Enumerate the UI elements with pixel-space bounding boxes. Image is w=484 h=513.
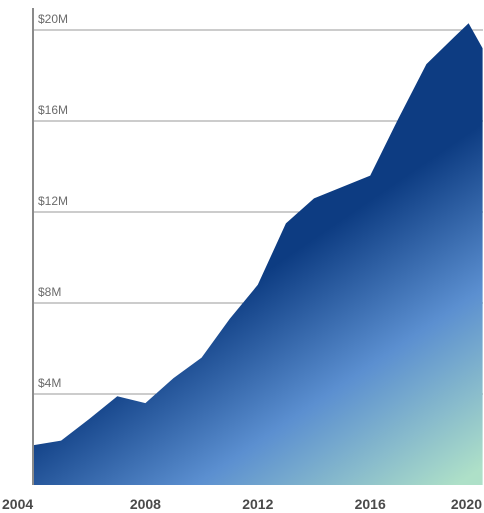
y-tick-label: $12M (38, 194, 68, 208)
x-tick-label: 2016 (355, 496, 386, 512)
y-tick-label: $20M (38, 12, 68, 26)
x-tick-label: 2008 (130, 496, 161, 512)
y-tick-label: $16M (38, 103, 68, 117)
y-tick-label: $4M (38, 376, 61, 390)
x-tick-label: 2020 (451, 496, 482, 512)
x-tick-label: 2004 (2, 496, 33, 512)
x-tick-labels: 2004 2008 2012 2016 2020 (2, 496, 482, 512)
x-tick-label: 2012 (242, 496, 273, 512)
y-tick-labels: $4M $8M $12M $16M $20M (38, 12, 68, 390)
series-area (33, 23, 483, 485)
y-tick-label: $8M (38, 285, 61, 299)
